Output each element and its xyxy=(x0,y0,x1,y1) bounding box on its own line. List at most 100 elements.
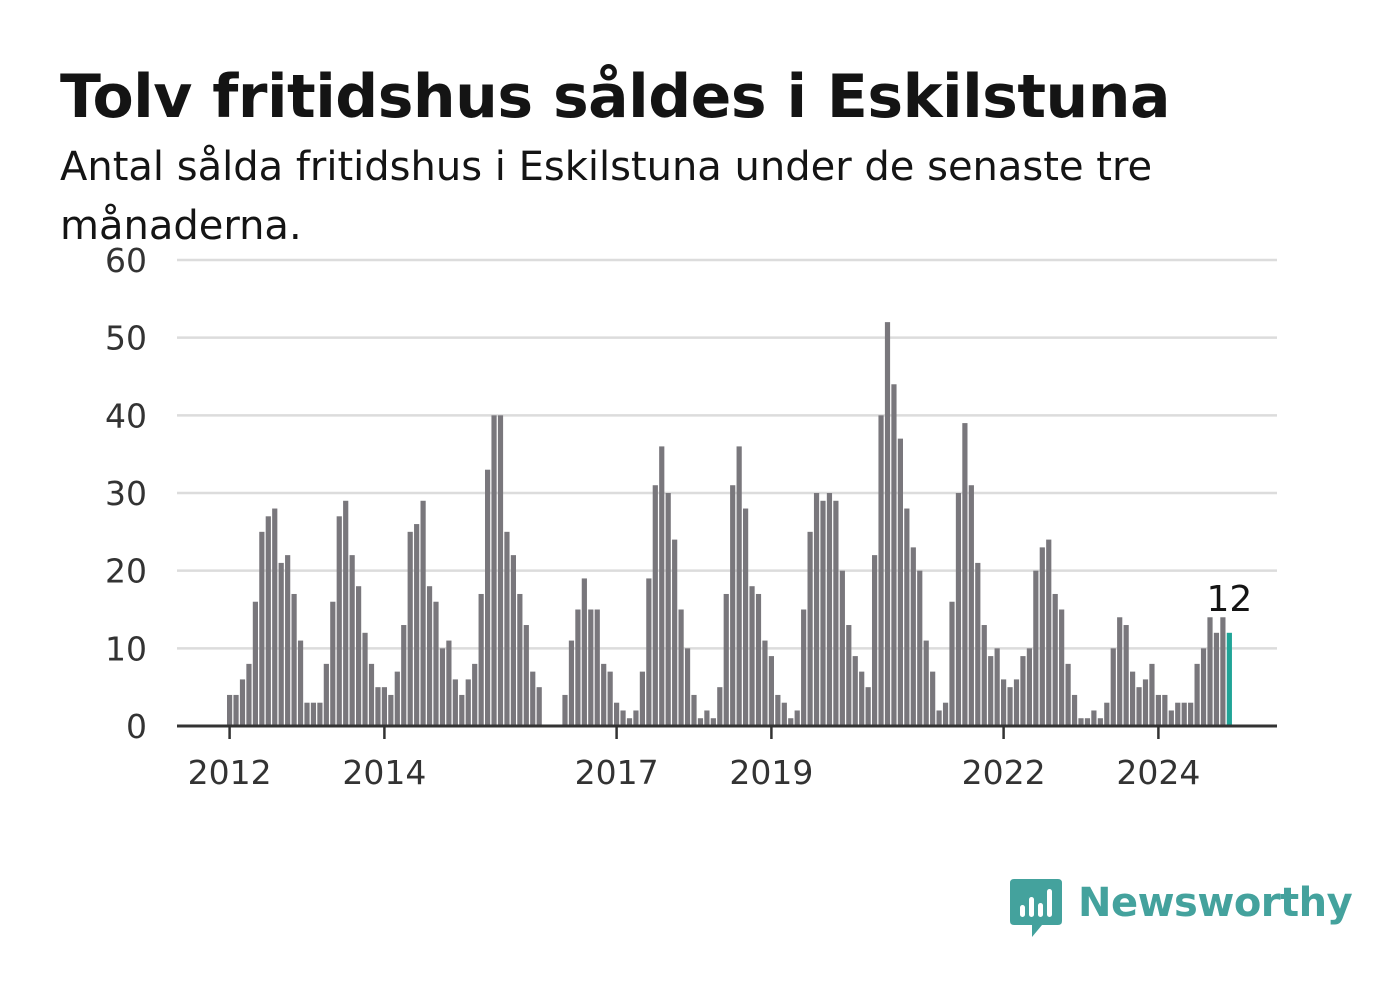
y-tick-label: 20 xyxy=(105,552,147,591)
bar xyxy=(942,702,949,726)
bar xyxy=(349,555,355,726)
bar-highlight xyxy=(1226,632,1232,726)
bar xyxy=(1033,570,1039,726)
bar xyxy=(723,593,729,726)
bar xyxy=(839,570,845,726)
bar xyxy=(523,625,529,726)
bar xyxy=(826,493,833,726)
bar xyxy=(233,694,239,726)
bar xyxy=(833,500,839,726)
bar xyxy=(659,446,665,726)
bar xyxy=(930,671,936,726)
bar xyxy=(717,687,723,726)
bar xyxy=(239,679,246,726)
chart-title: Tolv fritidshus såldes i Eskilstuna xyxy=(60,62,1170,132)
bar xyxy=(356,586,362,726)
bar xyxy=(414,524,420,726)
bar xyxy=(852,656,858,726)
bar xyxy=(1194,663,1200,726)
bar xyxy=(472,663,478,726)
bar xyxy=(665,493,671,726)
bar xyxy=(891,384,897,726)
bar xyxy=(878,415,884,726)
bar xyxy=(1084,718,1091,726)
bar xyxy=(1013,679,1020,726)
y-tick-label: 40 xyxy=(105,396,147,435)
bar xyxy=(781,702,787,726)
bar xyxy=(601,663,607,726)
bar xyxy=(465,679,471,726)
newsworthy-brand: Newsworthy xyxy=(1010,879,1353,941)
bar xyxy=(1078,718,1084,726)
bar xyxy=(401,625,407,726)
bar xyxy=(736,446,742,726)
bar xyxy=(704,710,710,726)
bar xyxy=(846,625,852,726)
newsworthy-logo-icon xyxy=(1010,879,1062,937)
bar xyxy=(743,508,749,726)
bar xyxy=(446,640,452,726)
x-tick-label: 2019 xyxy=(729,753,813,792)
x-axis-ticks: 2012 2014 2017 2019 2022 2024 xyxy=(188,726,1200,792)
bar xyxy=(1149,663,1155,726)
bar xyxy=(388,694,394,726)
bar xyxy=(1168,710,1174,726)
bar xyxy=(962,423,968,726)
bar xyxy=(1007,687,1013,726)
bar xyxy=(691,694,697,726)
bar xyxy=(497,415,504,726)
bar xyxy=(562,694,568,726)
bar xyxy=(1052,593,1058,726)
bar xyxy=(633,710,639,726)
bar xyxy=(407,531,413,726)
bar xyxy=(433,601,439,726)
bar xyxy=(865,687,871,726)
bar xyxy=(581,578,587,726)
y-tick-label: 0 xyxy=(126,707,147,746)
bar xyxy=(343,500,349,726)
bar xyxy=(510,555,516,726)
bar xyxy=(1207,617,1213,726)
bar xyxy=(872,555,878,726)
bar xyxy=(639,671,645,726)
bar xyxy=(626,718,633,726)
bar xyxy=(788,718,794,726)
bar xyxy=(491,415,497,726)
bar xyxy=(575,609,581,726)
bar xyxy=(859,671,865,726)
bar xyxy=(981,625,987,726)
bar xyxy=(1162,694,1168,726)
bar xyxy=(1188,702,1194,726)
bar xyxy=(1104,702,1110,726)
bar xyxy=(678,609,684,726)
bar xyxy=(478,593,484,726)
bar xyxy=(1142,679,1149,726)
bar xyxy=(884,322,891,726)
bar xyxy=(246,663,252,726)
bar xyxy=(1039,547,1045,726)
bar xyxy=(594,609,600,726)
bar xyxy=(1065,663,1071,726)
x-tick-label: 2022 xyxy=(962,753,1046,792)
bar xyxy=(607,671,613,726)
bar xyxy=(394,671,400,726)
bar xyxy=(278,562,284,726)
bar xyxy=(1155,694,1161,726)
bar xyxy=(749,586,755,726)
bar xyxy=(375,687,381,726)
bar xyxy=(614,702,620,726)
bar xyxy=(794,710,800,726)
bar xyxy=(1071,694,1078,726)
last-value-label: 12 xyxy=(1206,579,1252,620)
annotations: 12 xyxy=(1206,579,1252,620)
bar xyxy=(285,555,291,726)
bar xyxy=(323,663,329,726)
bar xyxy=(252,601,258,726)
bar xyxy=(227,694,233,726)
gridlines xyxy=(177,258,1277,650)
bar xyxy=(684,648,691,726)
bar xyxy=(1200,648,1207,726)
x-tick-label: 2012 xyxy=(188,753,272,792)
bar xyxy=(672,539,678,726)
